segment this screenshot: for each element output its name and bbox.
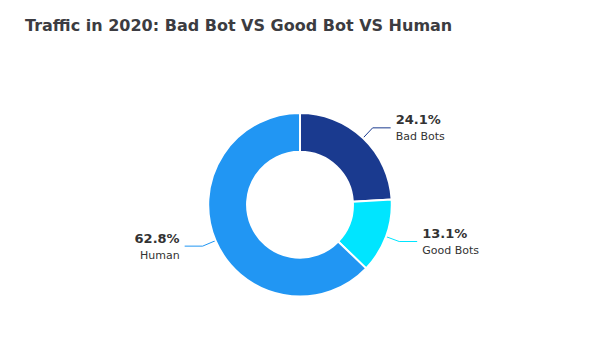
svg-text:13.1%: 13.1% [422, 226, 467, 241]
svg-text:Traffic in 2020: Bad Bot VS Go: Traffic in 2020: Bad Bot VS Good Bot VS … [25, 16, 452, 35]
svg-text:Bad Bots: Bad Bots [396, 130, 445, 143]
svg-text:24.1%: 24.1% [396, 112, 441, 127]
svg-text:Good Bots: Good Bots [422, 244, 479, 257]
svg-text:62.8%: 62.8% [135, 231, 180, 246]
svg-text:Human: Human [140, 249, 180, 262]
